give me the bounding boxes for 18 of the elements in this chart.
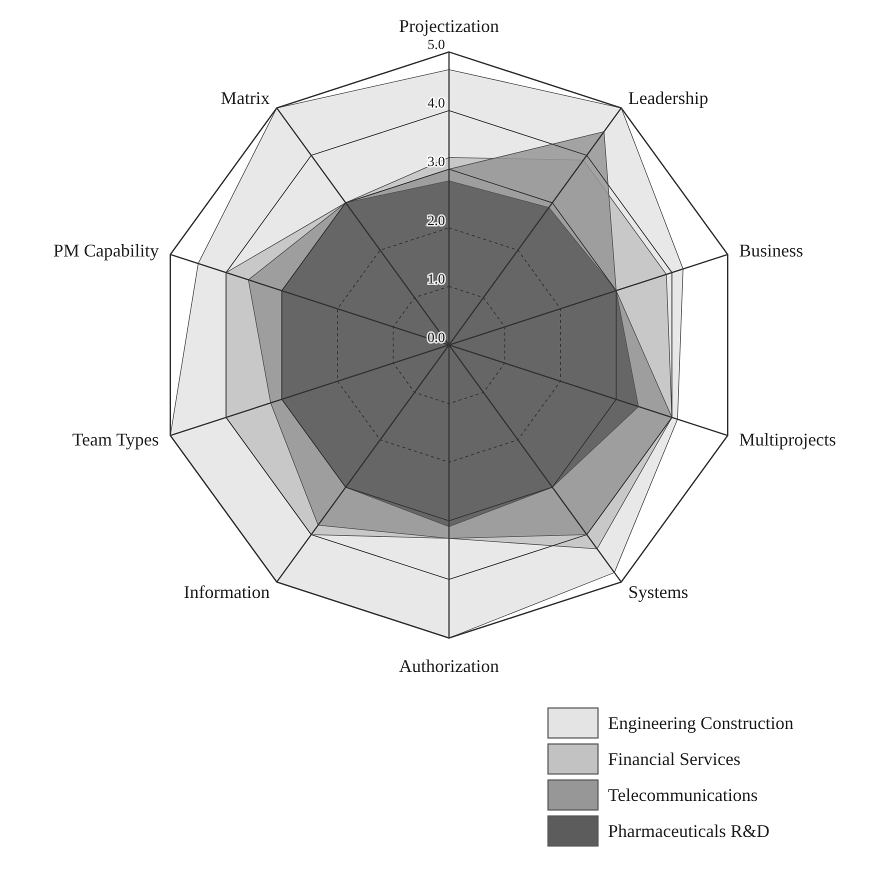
spoke-label: Matrix [220, 88, 270, 108]
spoke-label: Systems [628, 582, 688, 602]
y-tick-label: 1.0 [428, 272, 445, 288]
spoke-label: Authorization [399, 656, 499, 676]
y-tick-label: 2.0 [428, 214, 445, 229]
spoke-label: Projectization [399, 16, 499, 36]
spoke-label: PM Capability [53, 240, 159, 261]
spoke-label: Team Types [72, 429, 159, 450]
legend-label: Pharmaceuticals R&D [608, 821, 770, 841]
legend-label: Engineering Construction [608, 713, 794, 733]
y-tick-label: 4.0 [428, 96, 445, 112]
spoke-label: Information [184, 582, 270, 602]
spoke-label: Leadership [628, 88, 708, 108]
y-tick-label: 5.0 [428, 38, 445, 53]
spoke-label: Business [739, 240, 804, 261]
legend-label: Financial Services [608, 749, 740, 769]
legend-label: Telecommunications [608, 785, 758, 805]
spoke-label: Multiprojects [739, 429, 836, 450]
